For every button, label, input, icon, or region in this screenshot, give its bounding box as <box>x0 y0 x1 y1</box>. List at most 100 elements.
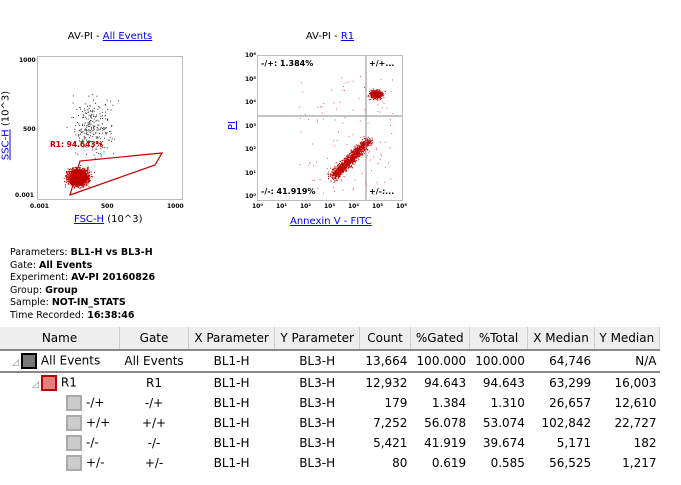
event-dot <box>332 177 334 179</box>
table-row[interactable]: +/- +/- BL1-H BL3-H 80 0.619 0.585 56,525 1,217 <box>0 453 660 473</box>
event-dot <box>335 168 337 170</box>
event-dot <box>361 149 363 151</box>
event-dot <box>94 125 96 127</box>
column-header[interactable]: X Parameter <box>188 327 276 351</box>
event-dot <box>339 167 341 169</box>
event-dot <box>341 163 343 165</box>
event-dot <box>346 165 348 167</box>
event-dot <box>79 170 81 172</box>
plot2-frame[interactable]: -/+: 1.384% +/+... -/-: 41.919% +/-:... <box>257 55 403 201</box>
event-dot <box>347 164 349 166</box>
event-dot <box>356 154 358 156</box>
event-dot <box>371 139 373 141</box>
x-axis-link[interactable]: FSC-H <box>74 214 105 225</box>
cell--total: 1.310 <box>490 396 525 410</box>
plot1-frame[interactable]: R1: 94.643% <box>37 56 183 200</box>
table-row[interactable]: ◿ All Events All Events BL1-H BL3-H 13,664 100… <box>0 349 660 373</box>
column-header[interactable]: Y Parameter <box>274 327 361 351</box>
cell-y-median: 22,727 <box>614 416 657 430</box>
event-dot <box>110 133 112 135</box>
column-header[interactable]: %Total <box>469 327 529 351</box>
event-dot <box>77 175 79 177</box>
event-dot <box>344 164 346 166</box>
event-dot <box>340 164 342 166</box>
cell-x-parameter: BL1-H <box>213 436 250 450</box>
event-dot <box>335 162 337 164</box>
column-header[interactable]: X Median <box>527 327 595 351</box>
event-dot <box>361 146 363 148</box>
event-dot <box>351 154 353 156</box>
y-axis-link[interactable]: SSC-H <box>0 129 12 161</box>
event-dot <box>77 179 79 181</box>
table-row[interactable]: ◿ R1 R1 BL1-H BL3-H 12,932 94.643 94.643 63,299 1… <box>0 372 660 393</box>
event-dot <box>100 127 102 129</box>
table-row[interactable]: +/+ +/+ BL1-H BL3-H 7,252 56.078 53.074 102,842… <box>0 413 660 433</box>
event-dot <box>66 127 68 129</box>
column-header[interactable]: %Gated <box>410 327 470 351</box>
event-dot <box>349 167 351 169</box>
plot1-gate-link[interactable]: All Events <box>102 31 153 42</box>
info-value: Group <box>45 284 78 296</box>
event-dot <box>96 136 98 138</box>
event-dot <box>110 109 112 111</box>
event-dot <box>90 128 92 130</box>
table-row[interactable]: -/+ -/+ BL1-H BL3-H 179 1.384 1.310 26,657 12,61… <box>0 393 660 413</box>
plot2-gate-link[interactable]: R1 <box>340 31 355 42</box>
event-dot <box>94 116 96 118</box>
event-dot <box>347 168 349 170</box>
event-dot <box>340 170 342 172</box>
table-row[interactable]: -/- -/- BL1-H BL3-H 5,421 41.919 39.674 5,171 18… <box>0 433 660 453</box>
event-dot <box>82 180 84 182</box>
event-dot <box>76 183 78 185</box>
quadrant-lr-label: +/-:... <box>369 187 395 196</box>
event-dot <box>380 94 382 96</box>
event-dot <box>352 134 354 136</box>
event-dot <box>84 177 86 179</box>
event-dot <box>361 144 363 146</box>
event-dot <box>342 122 344 124</box>
expand-triangle-icon[interactable]: ◿ <box>32 379 39 390</box>
y-axis-link[interactable]: PI <box>226 121 238 130</box>
event-dot <box>349 161 351 163</box>
column-header[interactable]: Y Median <box>594 327 661 351</box>
event-dot <box>355 149 357 151</box>
column-header[interactable]: Gate <box>119 327 190 351</box>
event-dot <box>338 172 340 174</box>
event-dot <box>357 144 359 146</box>
x-axis-link[interactable]: Annexin V - FITC <box>290 216 372 227</box>
event-dot <box>74 169 76 171</box>
event-dot <box>374 95 376 97</box>
event-dot <box>98 133 100 135</box>
event-dot <box>68 177 70 179</box>
event-dot <box>341 161 343 163</box>
event-dot <box>377 93 379 95</box>
event-dot <box>380 92 382 94</box>
event-dot <box>362 142 364 144</box>
event-dot <box>78 187 80 189</box>
event-dot <box>85 112 87 114</box>
event-dot <box>374 94 376 96</box>
event-dot <box>69 175 71 177</box>
event-dot <box>353 158 355 160</box>
event-dot <box>76 172 78 174</box>
event-dot <box>360 149 362 151</box>
event-dot <box>345 170 347 172</box>
event-dot <box>339 172 341 174</box>
event-dot <box>333 145 335 147</box>
event-dot <box>377 98 379 100</box>
event-dot <box>343 170 345 172</box>
event-dot <box>75 169 77 171</box>
expand-triangle-icon[interactable]: ◿ <box>12 357 19 368</box>
event-dot <box>356 150 358 152</box>
cell-gate: All Events <box>119 349 189 373</box>
event-dot <box>367 139 369 141</box>
r1-gate-polygon[interactable] <box>69 152 164 196</box>
column-header[interactable]: Name <box>0 327 121 351</box>
event-dot <box>85 118 87 120</box>
event-dot <box>88 140 90 142</box>
cell--total: 94.643 <box>482 376 525 390</box>
event-dot <box>68 180 70 182</box>
event-dot <box>362 148 364 150</box>
event-dot <box>334 174 336 176</box>
column-header[interactable]: Count <box>359 327 411 351</box>
